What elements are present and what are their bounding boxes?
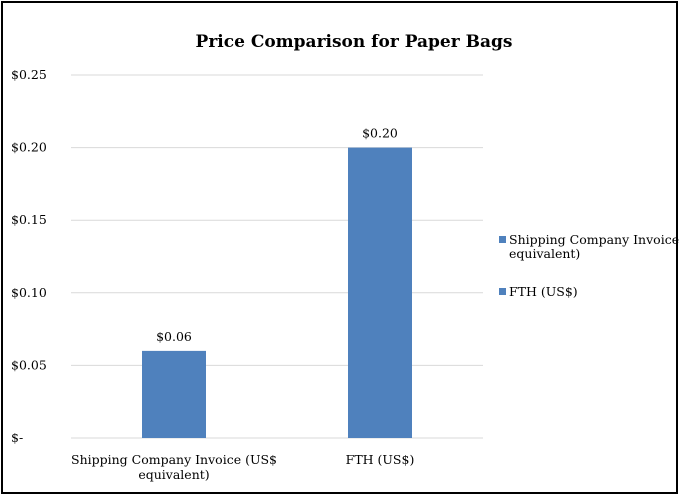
legend-swatch xyxy=(499,236,506,243)
chart-title: Price Comparison for Paper Bags xyxy=(196,32,513,52)
legend: Shipping Company Invoice (US$equivalent)… xyxy=(499,232,680,299)
y-tick-label: $- xyxy=(11,430,23,445)
chart-svg: Price Comparison for Paper Bags $-$0.05$… xyxy=(11,32,680,482)
gridlines xyxy=(71,74,483,439)
data-label: $0.20 xyxy=(362,126,398,141)
y-tick-label: $0.10 xyxy=(11,285,47,300)
legend-label: equivalent) xyxy=(509,246,580,261)
data-labels: $0.06 $0.20 xyxy=(156,126,398,344)
legend-swatch xyxy=(499,288,506,295)
x-axis-categories: Shipping Company Invoice (US$equivalent)… xyxy=(71,452,414,482)
bar xyxy=(348,147,412,438)
y-tick-label: $0.05 xyxy=(11,357,47,372)
y-tick-label: $0.20 xyxy=(11,140,47,155)
y-tick-label: $0.15 xyxy=(11,212,47,227)
legend-label: FTH (US$) xyxy=(509,284,578,299)
bar xyxy=(142,350,206,438)
y-tick-label: $0.25 xyxy=(11,67,47,82)
data-label: $0.06 xyxy=(156,329,192,344)
legend-label: Shipping Company Invoice (US$ xyxy=(509,232,680,247)
bars xyxy=(142,147,412,438)
y-axis-ticks: $- $0.05 $0.10 $0.15 $0.20 $0.25 xyxy=(11,67,47,445)
x-category-label: FTH (US$) xyxy=(346,452,415,467)
x-category-label: equivalent) xyxy=(138,467,209,482)
x-category-label: Shipping Company Invoice (US$ xyxy=(71,452,277,467)
